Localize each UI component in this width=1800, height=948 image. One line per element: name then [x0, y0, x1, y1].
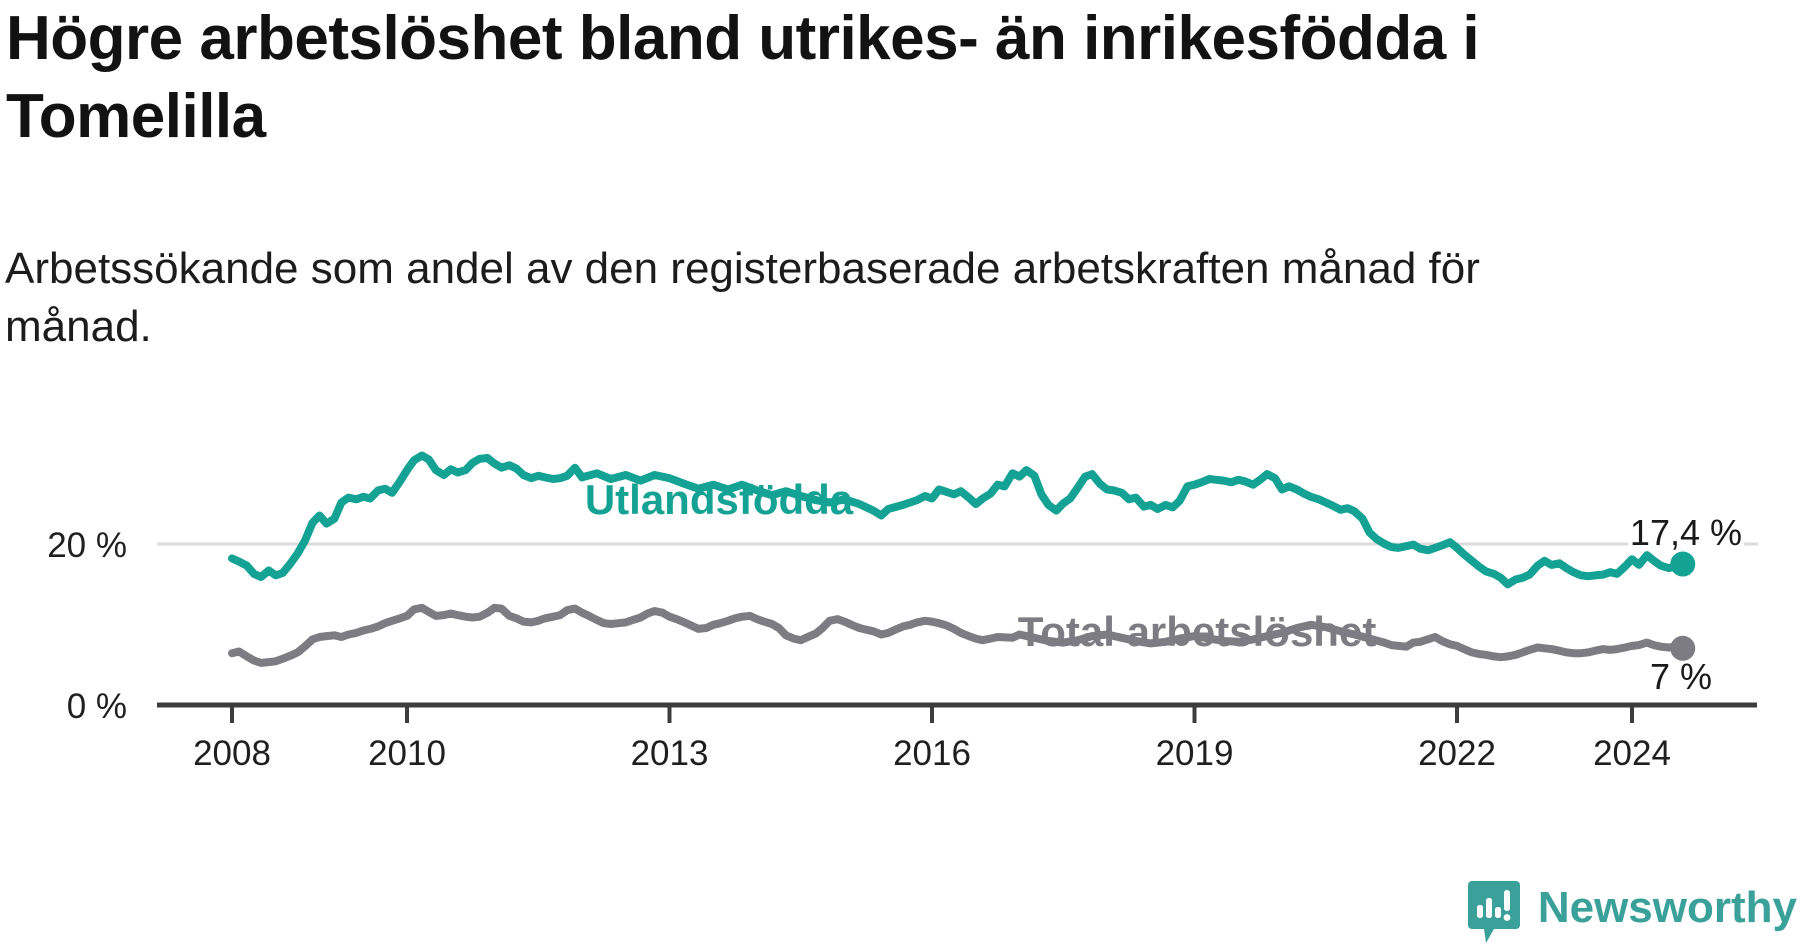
- exclamation-dot: [1503, 914, 1511, 921]
- bar-3: [1494, 907, 1501, 918]
- speech-bubble-shape: [1467, 881, 1520, 943]
- x-tick-label-2022: 2022: [1418, 734, 1496, 773]
- x-tick-label-2016: 2016: [893, 734, 971, 773]
- utlandsfodda-end-value-label: 17,4 %: [1630, 512, 1742, 553]
- subtitle-line-2: månad.: [5, 302, 152, 351]
- total-arbetsloshet-line: [228, 603, 1687, 667]
- utlandsfodda-line: [228, 451, 1687, 589]
- newsworthy-bubble-chart-icon: [1467, 881, 1520, 943]
- newsworthy-wordmark: Newsworthy: [1537, 883, 1797, 932]
- title-line-2: Tomelilla: [6, 82, 266, 151]
- total-arbetsloshet-end-dot: [1670, 635, 1696, 661]
- utlandsfodda-series-label: Utlandsfödda: [585, 476, 854, 523]
- chart-subtitle: Arbetssökande som andel av den registerb…: [5, 240, 1765, 356]
- x-axis-ticks: 2008 2010 2013 2016 2019 2022 2024: [193, 705, 1671, 773]
- y-tick-label-20: 20 %: [47, 526, 127, 565]
- x-tick-label-2024: 2024: [1593, 734, 1671, 773]
- utlandsfodda-end-dot: [1670, 551, 1696, 577]
- x-tick-label-2013: 2013: [631, 734, 709, 773]
- total-arbetsloshet-series-label: Total arbetslöshet: [1018, 608, 1377, 655]
- title-line-1: Högre arbetslöshet bland utrikes- än inr…: [6, 4, 1480, 73]
- x-tick-label-2010: 2010: [368, 734, 446, 773]
- bar-1: [1476, 905, 1483, 918]
- bar-2: [1485, 898, 1492, 918]
- subtitle-line-1: Arbetssökande som andel av den registerb…: [5, 244, 1480, 293]
- x-tick-label-2008: 2008: [193, 734, 271, 773]
- y-tick-label-0: 0 %: [67, 687, 127, 726]
- exclamation-stem: [1503, 890, 1510, 911]
- x-tick-label-2019: 2019: [1156, 734, 1234, 773]
- newsworthy-logo: Newsworthy: [1467, 881, 1797, 943]
- page-title: Högre arbetslöshet bland utrikes- än inr…: [6, 0, 1766, 156]
- total-arbetsloshet-end-value-label: 7 %: [1650, 656, 1712, 697]
